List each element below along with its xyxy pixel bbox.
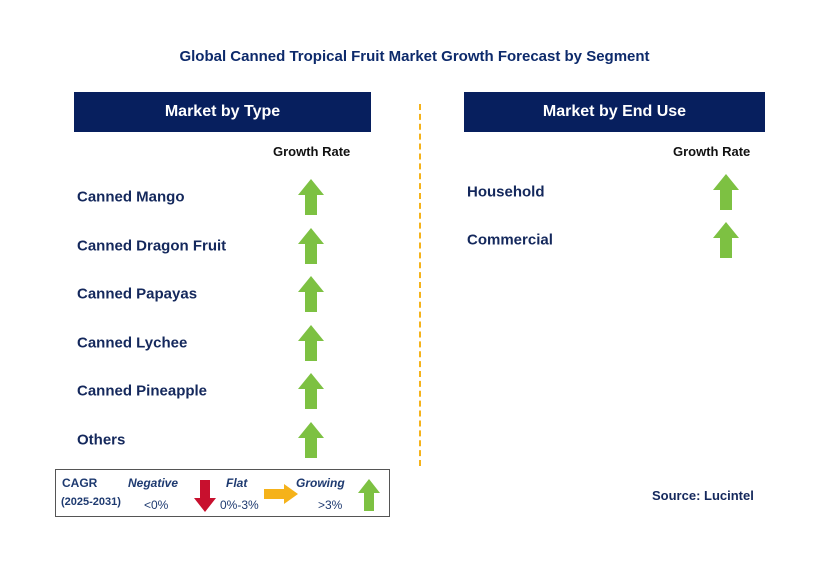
up-arrow-icon: [298, 227, 324, 264]
segment-row: Others: [77, 421, 357, 458]
right-panel-header: Market by End Use: [464, 92, 765, 132]
segment-row: Canned Pineapple: [77, 373, 357, 409]
up-arrow-icon: [713, 174, 739, 210]
down-arrow-icon: [194, 480, 216, 512]
segment-label: Canned Dragon Fruit: [77, 237, 227, 254]
legend-growing-range: >3%: [318, 498, 343, 512]
legend-flat-label: Flat: [226, 476, 248, 490]
up-arrow-icon: [713, 222, 739, 258]
segment-label: Canned Lychee: [77, 334, 188, 351]
legend-period: (2025-2031): [61, 496, 121, 508]
segment-label: Commercial: [467, 231, 553, 249]
segment-label: Canned Papayas: [77, 285, 198, 303]
legend-cagr: CAGR: [62, 476, 98, 490]
legend-negative-label: Negative: [128, 476, 179, 490]
up-arrow-icon: [358, 479, 380, 511]
segment-row: Household: [467, 174, 757, 210]
segment-row: Canned Dragon Fruit: [77, 227, 357, 264]
left-growth-rate-label: Growth Rate: [273, 144, 351, 159]
up-arrow-icon: [298, 179, 324, 215]
right-arrow-icon: [264, 484, 298, 504]
up-arrow-icon: [298, 421, 324, 458]
legend-flat-range: 0%-3%: [220, 498, 259, 512]
segment-row: Canned Papayas: [77, 276, 357, 312]
legend: CAGR (2025-2031) Negative <0% Flat 0%-3%…: [55, 469, 390, 517]
segment-label: Canned Pineapple: [77, 382, 208, 400]
segment-label: Others: [77, 431, 126, 448]
legend-growing-label: Growing: [296, 476, 345, 490]
source-note: Source: Lucintel: [652, 488, 754, 503]
up-arrow-icon: [298, 324, 324, 361]
segment-row: Canned Lychee: [77, 324, 357, 361]
segment-row: Commercial: [467, 222, 757, 258]
segment-row: Canned Mango: [77, 179, 357, 215]
chart-title: Global Canned Tropical Fruit Market Grow…: [179, 48, 650, 65]
legend-negative-range: <0%: [144, 498, 169, 512]
panel-divider: [419, 104, 421, 466]
segment-label: Household: [467, 183, 545, 201]
left-panel-header: Market by Type: [74, 92, 371, 132]
right-growth-rate-label: Growth Rate: [673, 144, 751, 159]
up-arrow-icon: [298, 276, 324, 312]
segment-label: Canned Mango: [77, 188, 185, 206]
up-arrow-icon: [298, 373, 324, 409]
